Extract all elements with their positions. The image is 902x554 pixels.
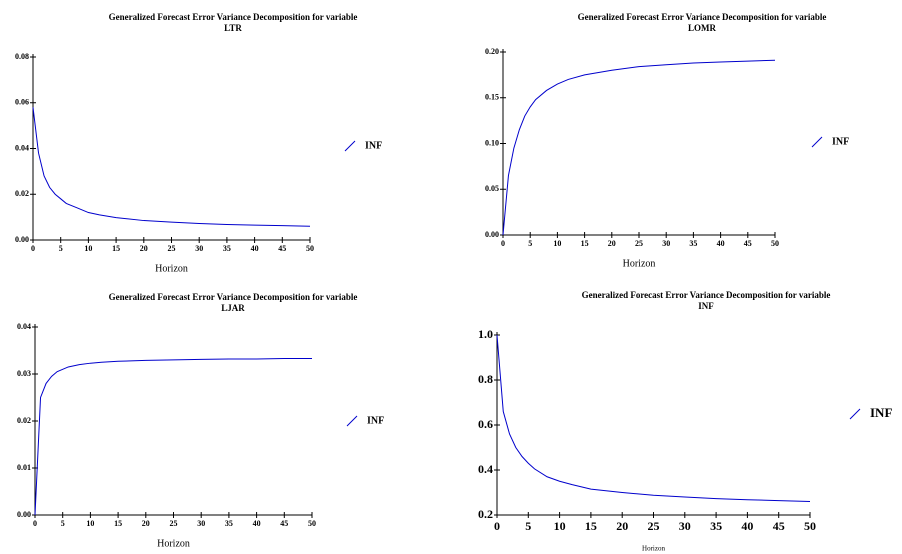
x-tick-label: 45 <box>278 244 286 253</box>
y-tick-label: 0.2 <box>478 507 493 521</box>
legend-swatch <box>346 415 358 427</box>
x-tick-label: 5 <box>525 519 531 533</box>
y-tick-label: 0.8 <box>478 372 493 386</box>
legend-swatch <box>811 136 823 148</box>
y-tick-label: 0.02 <box>15 189 29 198</box>
chart-title: LTR <box>224 23 242 33</box>
x-tick-label: 5 <box>528 239 532 248</box>
x-tick-label: 20 <box>142 519 150 528</box>
x-axis-label: Horizon <box>157 538 190 549</box>
x-tick-label: 50 <box>804 519 816 533</box>
chart-title: Generalized Forecast Error Variance Deco… <box>109 292 358 302</box>
legend-label: INF <box>832 136 849 147</box>
x-tick-label: 20 <box>140 244 148 253</box>
x-tick-label: 15 <box>585 519 597 533</box>
series-line <box>34 357 312 516</box>
y-tick-label: 0.05 <box>485 184 499 193</box>
y-tick-label: 0.6 <box>478 417 493 431</box>
x-axis-label: Horizon <box>155 263 188 274</box>
x-tick-label: 0 <box>33 519 37 528</box>
chart-title: INF <box>698 301 714 311</box>
y-tick-label: 0.08 <box>15 52 29 61</box>
x-tick-label: 15 <box>581 239 589 248</box>
x-tick-label: 5 <box>59 244 63 253</box>
chart-title: Generalized Forecast Error Variance Deco… <box>109 12 358 22</box>
y-tick-label: 0.10 <box>485 138 499 147</box>
series-line <box>502 59 776 236</box>
x-tick-label: 25 <box>648 519 660 533</box>
chart-title: Generalized Forecast Error Variance Deco… <box>578 12 827 22</box>
y-tick-label: 0.02 <box>17 416 31 425</box>
x-tick-label: 15 <box>112 244 120 253</box>
series-line <box>496 334 811 502</box>
x-tick-label: 15 <box>114 519 122 528</box>
y-tick-label: 0.06 <box>15 98 29 107</box>
x-tick-label: 10 <box>553 239 561 248</box>
legend-label: INF <box>367 415 384 426</box>
y-tick-label: 0.4 <box>478 462 493 476</box>
x-tick-label: 40 <box>741 519 753 533</box>
x-tick-label: 20 <box>616 519 628 533</box>
legend-label: INF <box>870 405 892 420</box>
x-tick-label: 35 <box>223 244 231 253</box>
x-tick-label: 50 <box>308 519 316 528</box>
x-tick-label: 0 <box>501 239 505 248</box>
legend-label: INF <box>365 140 382 151</box>
chart-title: LJAR <box>221 303 245 313</box>
y-tick-label: 0.01 <box>17 463 31 472</box>
chart-title: Generalized Forecast Error Variance Deco… <box>582 290 831 300</box>
x-tick-label: 45 <box>280 519 288 528</box>
y-tick-label: 0.03 <box>17 369 31 378</box>
x-tick-label: 25 <box>635 239 643 248</box>
y-tick-label: 0.04 <box>15 143 29 152</box>
x-tick-label: 35 <box>710 519 722 533</box>
x-tick-label: 25 <box>170 519 178 528</box>
x-tick-label: 25 <box>168 244 176 253</box>
x-tick-label: 10 <box>86 519 94 528</box>
x-tick-label: 30 <box>679 519 691 533</box>
y-tick-label: 0.00 <box>485 230 499 239</box>
series-line <box>32 107 311 227</box>
chart-title: LOMR <box>688 23 716 33</box>
x-tick-label: 40 <box>251 244 259 253</box>
x-tick-label: 10 <box>84 244 92 253</box>
x-tick-label: 35 <box>225 519 233 528</box>
x-tick-label: 40 <box>717 239 725 248</box>
x-tick-label: 45 <box>744 239 752 248</box>
y-tick-label: 0.00 <box>17 510 31 519</box>
x-tick-label: 45 <box>773 519 785 533</box>
x-tick-label: 0 <box>31 244 35 253</box>
x-axis-label: Horizon <box>642 545 665 553</box>
x-tick-label: 5 <box>61 519 65 528</box>
x-tick-label: 0 <box>494 519 500 533</box>
x-tick-label: 30 <box>197 519 205 528</box>
x-tick-label: 50 <box>771 239 779 248</box>
y-tick-label: 0.15 <box>485 93 499 102</box>
x-tick-label: 30 <box>195 244 203 253</box>
x-tick-label: 35 <box>689 239 697 248</box>
legend-swatch <box>849 408 861 420</box>
x-tick-label: 50 <box>306 244 314 253</box>
x-tick-label: 40 <box>253 519 261 528</box>
y-tick-label: 1.0 <box>478 327 493 341</box>
y-tick-label: 0.20 <box>485 47 499 56</box>
x-tick-label: 20 <box>608 239 616 248</box>
x-axis-label: Horizon <box>623 258 656 269</box>
x-tick-label: 30 <box>662 239 670 248</box>
legend-swatch <box>344 140 356 152</box>
y-tick-label: 0.04 <box>17 322 31 331</box>
y-tick-label: 0.00 <box>15 235 29 244</box>
x-tick-label: 10 <box>554 519 566 533</box>
